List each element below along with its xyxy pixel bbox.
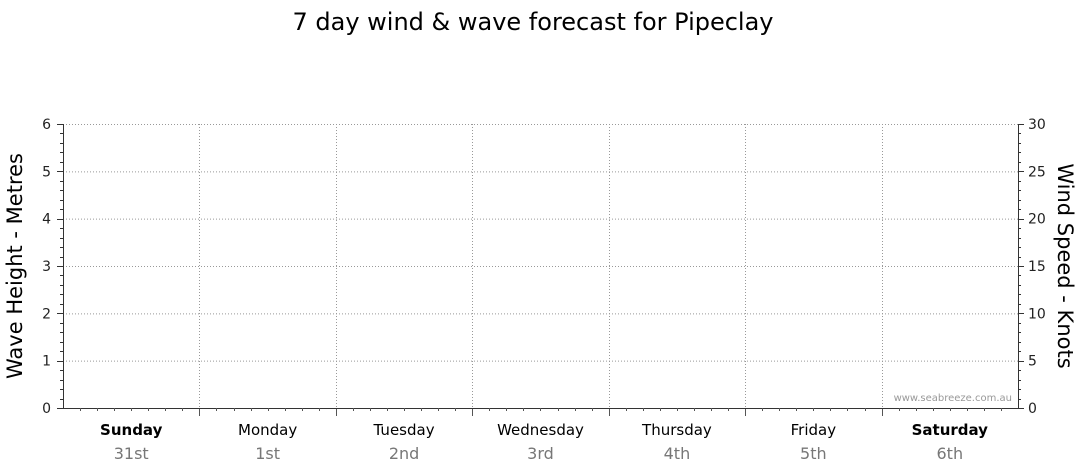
left-tick-label: 4 bbox=[42, 212, 51, 228]
date-label: 4th bbox=[664, 444, 691, 463]
right-tick-label: 0 bbox=[1028, 401, 1037, 417]
left-axis-title: Wave Height - Metres bbox=[3, 153, 27, 379]
day-label: Thursday bbox=[641, 421, 712, 439]
grid bbox=[63, 124, 1018, 408]
left-tick-label: 1 bbox=[42, 354, 51, 370]
date-label: 6th bbox=[936, 444, 963, 463]
axes bbox=[57, 124, 1024, 416]
day-label: Saturday bbox=[912, 421, 989, 439]
chart-title: 7 day wind & wave forecast for Pipeclay bbox=[292, 8, 773, 36]
right-tick-label: 5 bbox=[1028, 354, 1037, 370]
date-label: 2nd bbox=[389, 444, 419, 463]
right-axis-title: Wind Speed - Knots bbox=[1053, 163, 1077, 368]
left-tick-label: 5 bbox=[42, 164, 51, 180]
right-tick-label: 20 bbox=[1028, 212, 1046, 228]
day-label: Sunday bbox=[100, 421, 163, 439]
date-label: 3rd bbox=[527, 444, 554, 463]
tick-labels: 0 1 2 3 4 5 6 0 5 10 15 20 25 30 Sunday 31st Monday 1st Tu… bbox=[42, 117, 1046, 463]
left-tick-label: 2 bbox=[42, 306, 51, 322]
day-label: Monday bbox=[238, 421, 297, 439]
right-tick-label: 15 bbox=[1028, 259, 1046, 275]
day-label: Friday bbox=[791, 421, 837, 439]
day-label: Wednesday bbox=[497, 421, 584, 439]
date-label: 5th bbox=[800, 444, 827, 463]
day-label: Tuesday bbox=[373, 421, 435, 439]
right-tick-label: 30 bbox=[1028, 117, 1046, 133]
date-label: 1st bbox=[255, 444, 280, 463]
date-label: 31st bbox=[114, 444, 149, 463]
left-tick-label: 6 bbox=[42, 117, 51, 133]
watermark: www.seabreeze.com.au bbox=[894, 393, 1012, 404]
left-tick-label: 3 bbox=[42, 259, 51, 275]
left-tick-label: 0 bbox=[42, 401, 51, 417]
right-tick-label: 25 bbox=[1028, 164, 1046, 180]
right-tick-label: 10 bbox=[1028, 306, 1046, 322]
